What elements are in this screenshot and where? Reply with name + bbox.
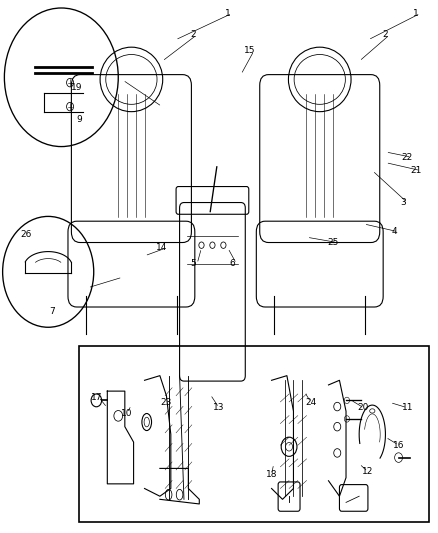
Text: 3: 3 bbox=[400, 198, 406, 207]
Text: 2: 2 bbox=[383, 30, 388, 39]
Text: 10: 10 bbox=[121, 409, 133, 417]
Text: 11: 11 bbox=[402, 403, 413, 412]
Text: 24: 24 bbox=[305, 398, 317, 407]
Text: 18: 18 bbox=[266, 470, 277, 479]
Text: 17: 17 bbox=[91, 393, 102, 401]
Text: 9: 9 bbox=[76, 116, 82, 124]
Text: 7: 7 bbox=[49, 308, 56, 316]
Text: 1: 1 bbox=[225, 9, 231, 18]
Text: 20: 20 bbox=[358, 403, 369, 412]
Text: 23: 23 bbox=[161, 398, 172, 407]
Text: 6: 6 bbox=[229, 260, 235, 268]
Text: 15: 15 bbox=[244, 46, 255, 55]
Text: 5: 5 bbox=[190, 260, 196, 268]
Text: 2: 2 bbox=[190, 30, 195, 39]
Text: 25: 25 bbox=[327, 238, 339, 247]
Text: 13: 13 bbox=[213, 403, 225, 412]
Text: 16: 16 bbox=[393, 441, 404, 449]
Text: 14: 14 bbox=[156, 244, 168, 252]
Text: 21: 21 bbox=[410, 166, 422, 175]
Text: 4: 4 bbox=[392, 228, 397, 236]
Text: 12: 12 bbox=[362, 467, 374, 476]
Text: 1: 1 bbox=[413, 9, 419, 18]
Text: 26: 26 bbox=[21, 230, 32, 239]
Text: 22: 22 bbox=[402, 153, 413, 161]
Text: 19: 19 bbox=[71, 84, 82, 92]
